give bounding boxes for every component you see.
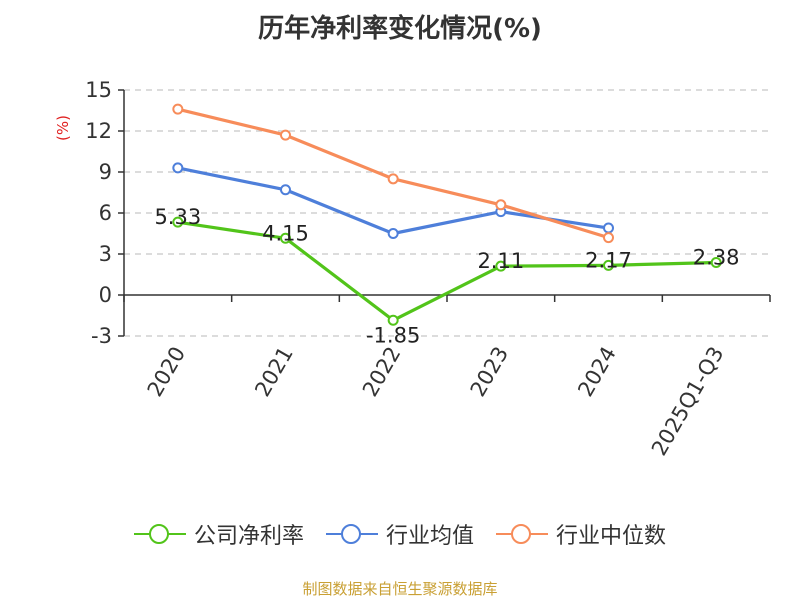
data-point bbox=[387, 314, 399, 326]
series-lines bbox=[172, 103, 722, 326]
y-tick-label: 9 bbox=[99, 160, 112, 184]
axes: -3 0 3 6 9 12 15 2020 2021 2022 2023 2024 2025Q1-Q3 bbox=[85, 78, 771, 460]
x-tick-label: 2021 bbox=[250, 343, 298, 401]
x-tick-label: 2025Q1-Q3 bbox=[647, 343, 729, 460]
y-tick-label: -3 bbox=[91, 324, 112, 348]
data-label: 2.17 bbox=[585, 248, 632, 272]
data-label: 2.38 bbox=[693, 245, 740, 269]
legend-label: 公司净利率 bbox=[193, 524, 304, 549]
source-note: 制图数据来自恒生聚源数据库 bbox=[302, 580, 498, 598]
legend-line-marker-icon bbox=[325, 522, 378, 546]
data-point bbox=[603, 232, 614, 244]
data-label: 2.11 bbox=[477, 249, 524, 273]
y-tick-label: 15 bbox=[85, 78, 112, 102]
data-point bbox=[280, 129, 291, 141]
x-tick-label: 2023 bbox=[466, 343, 514, 401]
legend-line-marker-icon bbox=[496, 522, 548, 546]
data-point bbox=[387, 228, 399, 239]
legend-item[interactable]: 行业均值 bbox=[325, 518, 474, 550]
y-tick-label: 0 bbox=[99, 283, 112, 307]
grid-lines bbox=[124, 89, 770, 337]
data-label: 4.15 bbox=[262, 221, 309, 245]
data-point bbox=[280, 232, 291, 244]
data-point bbox=[710, 256, 722, 268]
y-tick-label: 3 bbox=[99, 242, 112, 266]
data-point bbox=[603, 222, 614, 234]
legend-line-marker-icon bbox=[133, 522, 186, 546]
data-point bbox=[495, 199, 507, 211]
chart-title: 历年净利率变化情况(%) bbox=[258, 14, 542, 44]
y-tick-label: 6 bbox=[99, 201, 112, 225]
data-label: 5.33 bbox=[154, 205, 201, 229]
data-point bbox=[495, 260, 507, 272]
data-point bbox=[172, 162, 184, 174]
y-axis-label: (%) bbox=[54, 115, 72, 141]
data-point bbox=[172, 216, 184, 228]
data-point bbox=[280, 184, 291, 196]
x-tick-label: 2024 bbox=[573, 343, 621, 401]
legend-label: 行业中位数 bbox=[556, 524, 667, 549]
x-tick-label: 2022 bbox=[358, 343, 406, 401]
legend-item[interactable]: 行业中位数 bbox=[496, 518, 666, 550]
legend-label: 行业均值 bbox=[385, 524, 474, 549]
data-point bbox=[603, 259, 614, 271]
x-tick-label: 2020 bbox=[143, 343, 191, 401]
series-line bbox=[177, 220, 717, 322]
data-labels: 5.33 4.15 -1.85 2.11 2.17 2.38 bbox=[154, 205, 739, 347]
data-point bbox=[387, 173, 399, 185]
y-tick-label: 12 bbox=[85, 119, 112, 143]
legend: 公司净利率 行业均值 行业中位数 bbox=[0, 518, 800, 550]
legend-item[interactable]: 公司净利率 bbox=[133, 518, 304, 550]
data-point bbox=[172, 103, 184, 115]
data-label: -1.85 bbox=[366, 323, 420, 347]
